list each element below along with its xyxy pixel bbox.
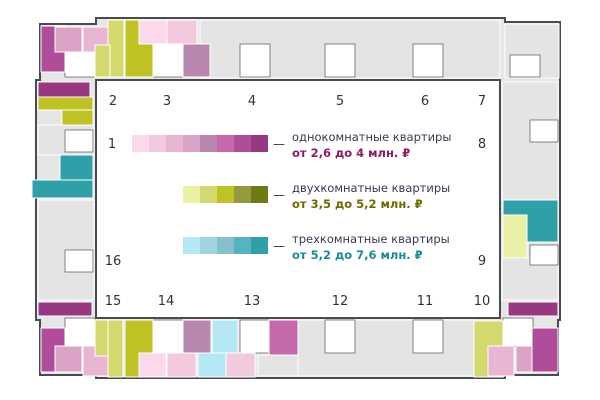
apartment-1room: [138, 352, 167, 378]
legend-swatch: [200, 135, 217, 152]
legend-price-3room: от 5,2 до 7,6 млн. ₽: [292, 248, 423, 262]
apartment-2room: [502, 214, 528, 259]
gray-apartments: [37, 19, 560, 377]
legend-swatch: [234, 135, 251, 152]
section-number: 13: [244, 294, 261, 309]
legend-dash: —: [273, 188, 285, 202]
legend-price-2room: от 3,5 до 5,2 млн. ₽: [292, 197, 423, 211]
legend-swatches-2room: [183, 186, 268, 203]
section-number: 14: [158, 294, 175, 309]
building-outline: [35, 17, 561, 379]
legend-dash: —: [273, 239, 285, 253]
legend-swatch: [183, 186, 200, 203]
legend-swatch: [183, 135, 200, 152]
section-number: 7: [478, 94, 486, 109]
legend-swatch: [149, 135, 166, 152]
legend-swatch: [200, 186, 217, 203]
legend-title-2room: двухкомнатные квартиры: [292, 181, 450, 195]
legend-swatch: [183, 237, 200, 254]
stair-cores: [64, 43, 559, 354]
legend-title-3room: трехкомнатные квартиры: [292, 232, 450, 246]
legend-swatch: [200, 237, 217, 254]
section-number: 5: [336, 94, 344, 109]
legend-swatch: [132, 135, 149, 152]
legend-swatch: [217, 186, 234, 203]
apartment-1room: [54, 26, 83, 53]
section-number: 10: [474, 294, 491, 309]
apartment-2room: [37, 96, 94, 111]
apartment-1room: [37, 81, 91, 98]
legend-swatch: [166, 135, 183, 152]
apartment-1room: [507, 301, 559, 317]
apartment-1room: [166, 19, 198, 45]
apartment-1room: [182, 43, 211, 78]
legend-swatch: [234, 237, 251, 254]
legend-price-1room: от 2,6 до 4 млн. ₽: [292, 146, 410, 160]
legend-swatch: [251, 186, 268, 203]
apartment-2room: [94, 44, 111, 78]
section-number: 1: [108, 137, 116, 152]
section-number: 16: [105, 254, 122, 269]
section-number: 15: [105, 294, 122, 309]
section-numbers: 2 3 4 5 6 7 1 8 16 9 15 14 13 12 11 10: [105, 94, 491, 309]
colored-apartments: [31, 19, 559, 378]
legend-swatch: [251, 237, 268, 254]
legend: — однокомнатные квартиры от 2,6 до 4 млн…: [132, 130, 451, 262]
section-number: 2: [109, 94, 117, 109]
apartment-1room: [531, 327, 559, 373]
section-number: 3: [163, 94, 171, 109]
legend-swatch: [234, 186, 251, 203]
section-number: 11: [417, 294, 434, 309]
apartment-1room: [182, 319, 212, 354]
legend-title-1room: однокомнатные квартиры: [292, 130, 451, 144]
apartment-3room: [31, 179, 94, 199]
section-number: 9: [478, 254, 486, 269]
apartment-1room: [166, 352, 197, 378]
legend-swatches-1room: [132, 135, 268, 152]
section-number: 8: [478, 137, 486, 152]
apartment-1room: [54, 345, 83, 373]
section-number: 4: [248, 94, 256, 109]
legend-swatch: [251, 135, 268, 152]
legend-swatch: [217, 237, 234, 254]
apartment-2room: [107, 319, 124, 378]
apartment-3room: [59, 154, 94, 183]
apartment-1room: [138, 19, 168, 45]
legend-swatch: [217, 135, 234, 152]
apartment-1room: [268, 319, 299, 356]
apartment-1room: [487, 345, 515, 377]
legend-dash: —: [273, 137, 285, 151]
apartment-1room: [225, 352, 256, 378]
apartment-1room: [37, 301, 93, 317]
section-number: 12: [332, 294, 349, 309]
apartment-2room: [61, 109, 94, 126]
legend-swatches-3room: [183, 237, 268, 254]
section-number: 6: [421, 94, 429, 109]
